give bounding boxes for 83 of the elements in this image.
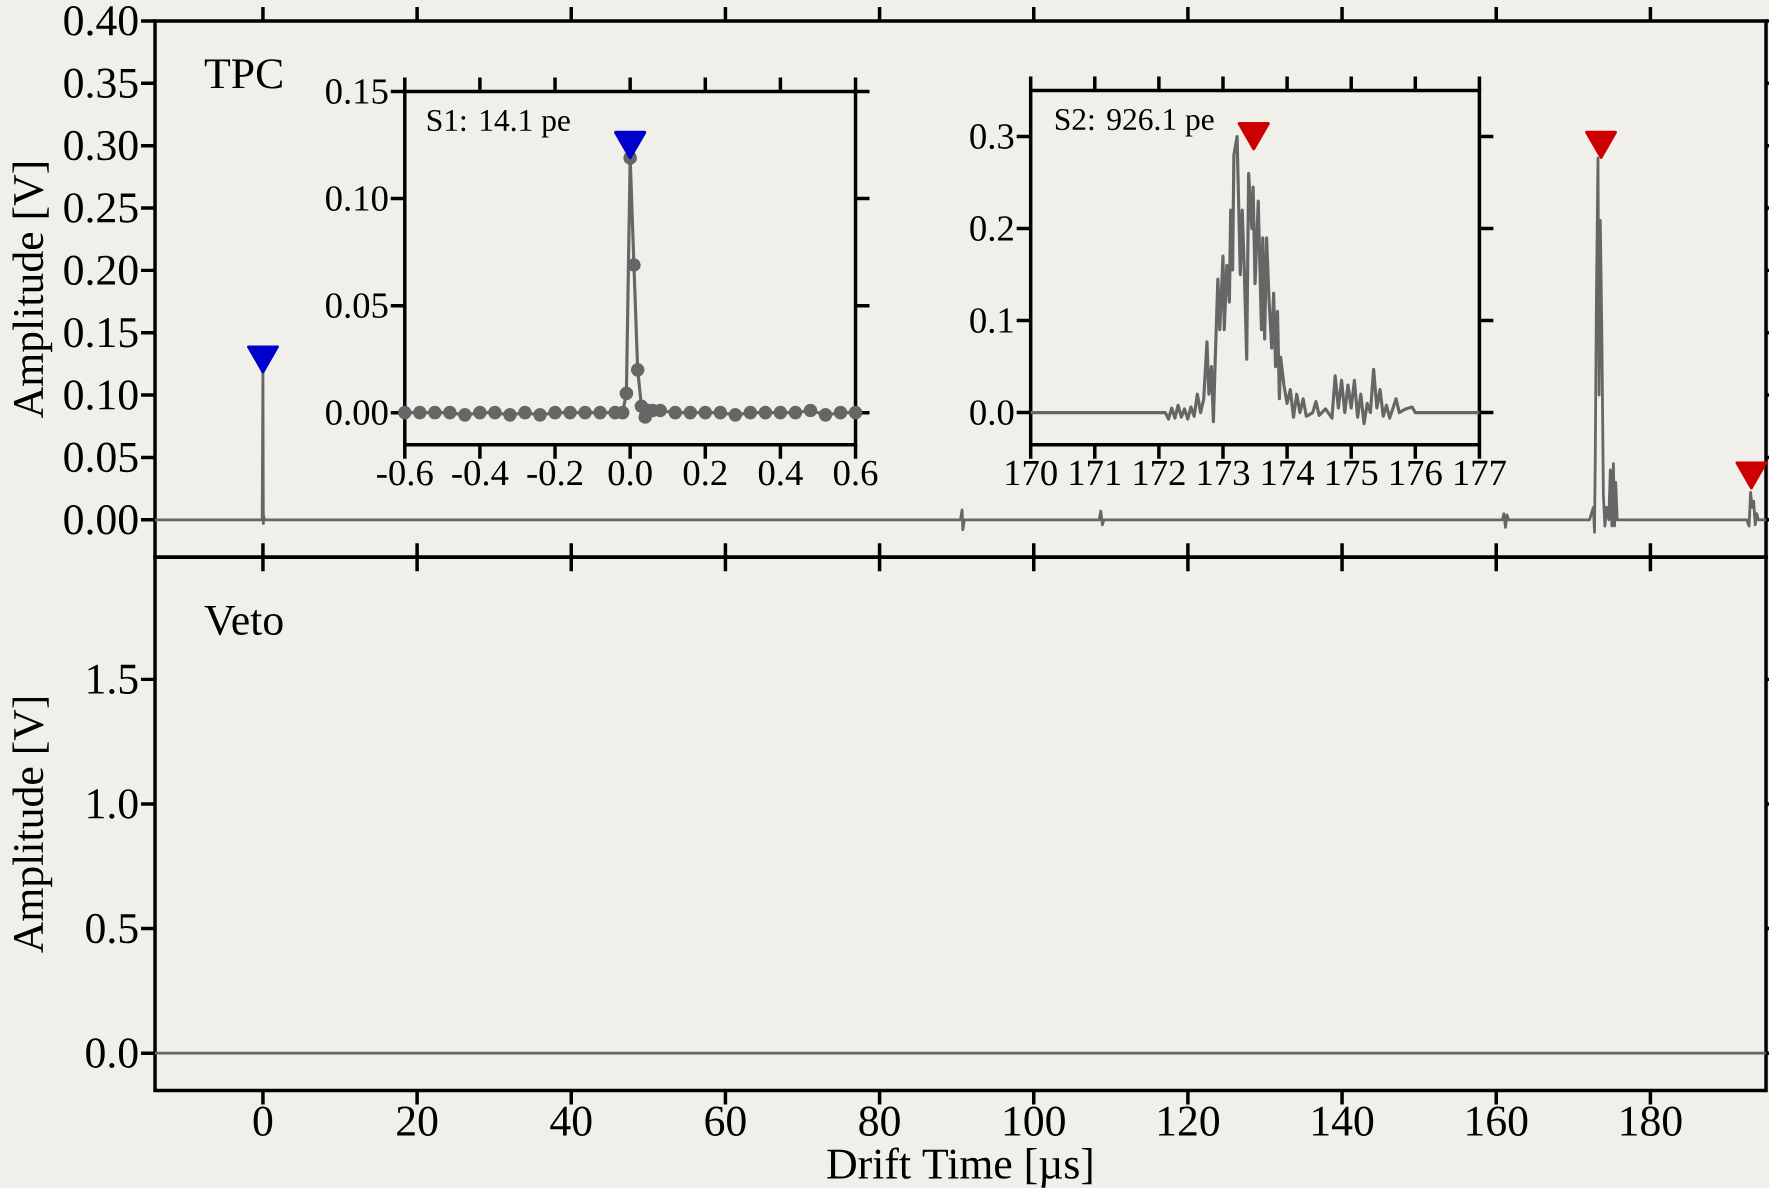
y-tick-label: 0.10 — [64, 380, 138, 410]
y-tick-label: 0.30 — [64, 130, 138, 161]
y-tick-label: 0.2 — [970, 216, 1013, 241]
point — [518, 405, 532, 420]
y-tick-label: 0.5 — [86, 913, 138, 944]
y-tick-label: 0.05 — [326, 293, 388, 319]
point — [578, 405, 592, 420]
x-tick-label: 180 — [1621, 1106, 1682, 1136]
x-tick-label: 174 — [1262, 460, 1315, 485]
point — [397, 405, 412, 420]
x-tick-label: 40 — [550, 1106, 592, 1136]
x-tick-label: 20 — [397, 1106, 438, 1136]
point — [458, 407, 472, 422]
y-axis-title: Amplitude [V] — [12, 163, 53, 418]
y-tick-label: 0.20 — [64, 255, 138, 286]
point — [758, 405, 773, 420]
y-tick-label: 0.00 — [326, 400, 388, 426]
x-tick-label: 80 — [859, 1106, 900, 1136]
point — [503, 407, 517, 422]
x-tick-label: 170 — [1006, 460, 1057, 486]
y-tick-label: 0.0 — [86, 1038, 138, 1068]
point — [488, 405, 502, 420]
x-tick-label: 171 — [1070, 460, 1121, 485]
y-tick-label: 0.00 — [64, 504, 138, 535]
annotation: S2: 926.1 pe — [1055, 108, 1214, 137]
x-tick-label: 140 — [1313, 1106, 1374, 1136]
point — [848, 405, 863, 420]
point — [473, 405, 487, 420]
point — [803, 403, 818, 418]
x-tick-label: 0.4 — [758, 460, 803, 486]
annotation: S1: 14.1 pe — [427, 109, 570, 138]
point — [630, 362, 645, 377]
y-tick-label: 0.1 — [970, 308, 1013, 333]
x-tick-label: 100 — [1004, 1106, 1065, 1136]
y-tick-label: 1.0 — [88, 789, 138, 819]
x-tick-label: 0.6 — [833, 460, 878, 486]
y-tick-label: 0.3 — [970, 124, 1014, 149]
x-tick-label: 0.0 — [608, 460, 652, 486]
y-tick-label: 0.0 — [970, 400, 1014, 425]
point — [713, 405, 728, 420]
point — [668, 405, 683, 420]
y-tick-label: 0.05 — [64, 442, 138, 473]
point — [533, 407, 547, 422]
x-tick-label: 0.2 — [683, 460, 727, 486]
point — [627, 258, 641, 272]
y-tick-label: 0.25 — [64, 193, 138, 223]
x-tick-label: -0.2 — [527, 460, 583, 486]
y-tick-label: 0.15 — [326, 79, 388, 104]
x-tick-label: 173 — [1198, 460, 1250, 486]
y-tick-label: 1.5 — [88, 664, 138, 695]
y-tick-label: 0.40 — [64, 6, 138, 36]
point — [818, 407, 833, 422]
x-tick-label: 177 — [1455, 460, 1506, 485]
point — [743, 405, 758, 420]
point — [428, 405, 442, 420]
point — [698, 405, 713, 420]
point — [563, 405, 577, 420]
x-tick-label: 175 — [1326, 460, 1378, 486]
x-tick-label: 176 — [1391, 460, 1442, 486]
x-tick-label: 120 — [1158, 1106, 1220, 1136]
point — [833, 405, 848, 420]
point — [683, 405, 698, 420]
x-tick-label: -0.4 — [452, 460, 509, 486]
x-tick-label: 0 — [253, 1106, 273, 1136]
point — [443, 405, 457, 420]
x-tick-label: 172 — [1134, 460, 1185, 485]
annotation: Veto — [204, 605, 283, 636]
point — [788, 405, 803, 420]
y-tick-label: 0.15 — [64, 317, 138, 348]
point — [412, 405, 427, 420]
y-tick-label: 0.35 — [64, 68, 138, 99]
point — [728, 407, 743, 422]
x-tick-label: 60 — [705, 1106, 746, 1136]
y-tick-label: 0.10 — [326, 186, 388, 211]
x-axis-title: Drift Time [µs] — [827, 1147, 1092, 1188]
x-tick-label: 160 — [1467, 1106, 1528, 1136]
point — [773, 405, 788, 420]
point — [619, 386, 634, 401]
x-tick-label: -0.6 — [377, 460, 433, 486]
y-axis-title: Amplitude [V] — [12, 697, 53, 953]
point — [548, 405, 562, 420]
annotation: TPC — [204, 59, 282, 89]
point — [593, 405, 607, 420]
